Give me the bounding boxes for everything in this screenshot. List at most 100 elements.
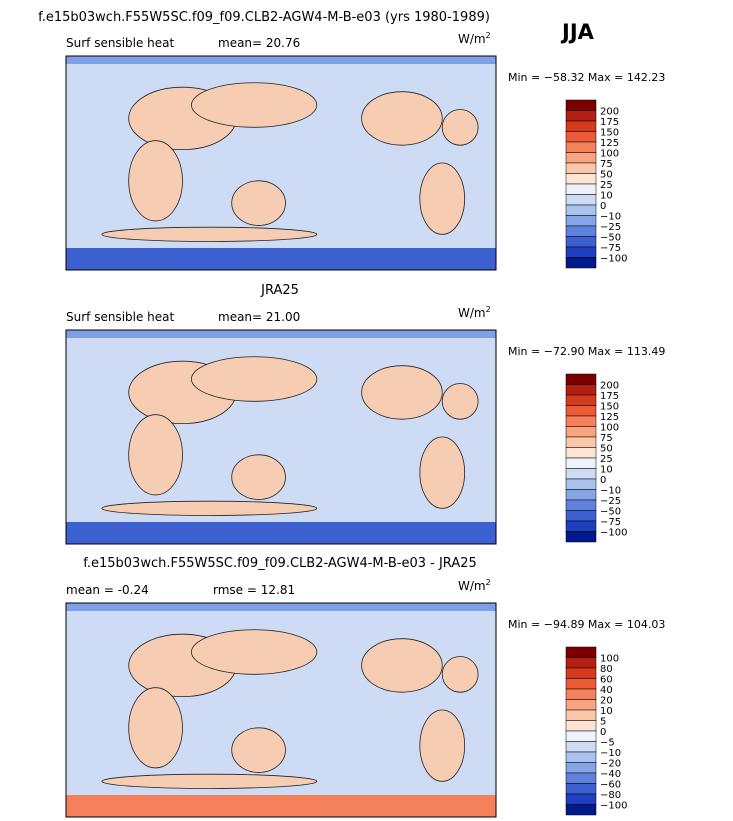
colorbar-label: 25 [600, 454, 613, 465]
map [65, 329, 497, 545]
map-land [231, 180, 286, 226]
colorbar-label: 100 [600, 423, 619, 434]
colorbar-label: 80 [600, 664, 613, 675]
figure-title: f.e15b03wch.F55W5SC.f09_f09.CLB2-AGW4-M-… [38, 10, 490, 25]
colorbar-box [565, 373, 597, 385]
colorbar-box [565, 183, 597, 195]
map-polar-band [66, 795, 496, 817]
colorbar-label: 20 [600, 696, 613, 707]
colorbar-label: −80 [600, 790, 621, 801]
colorbar-box [565, 720, 597, 732]
panel-mid-label: mean= 21.00 [218, 310, 300, 324]
panel-title: JRA25 [260, 283, 299, 298]
panel-left-label: mean = -0.24 [66, 583, 149, 597]
colorbar-box [565, 384, 597, 396]
colorbar-label: 50 [600, 444, 613, 455]
map-frame [65, 329, 497, 545]
colorbar-box [565, 225, 597, 237]
map [65, 55, 497, 271]
units-sup: 2 [486, 578, 491, 587]
colorbar-label: 100 [600, 149, 619, 160]
colorbar-label: 200 [600, 107, 619, 118]
colorbar-box [565, 436, 597, 448]
map-land [441, 383, 479, 420]
map-land [101, 773, 318, 789]
colorbar-box [565, 730, 597, 742]
map-land [419, 162, 466, 235]
map-land [128, 140, 183, 222]
colorbar-box [565, 426, 597, 438]
map-land [361, 365, 443, 420]
colorbar-label: 150 [600, 128, 619, 139]
map-land [191, 82, 318, 128]
map-north-band [66, 603, 496, 611]
min-max: Min = −72.90 Max = 113.49 [508, 345, 665, 358]
map-land [191, 356, 318, 402]
colorbar-label: −40 [600, 769, 621, 780]
colorbar-label: 10 [600, 706, 613, 717]
colorbar-label: −50 [600, 233, 621, 244]
colorbar-box [565, 499, 597, 511]
units: W/m2 [458, 31, 491, 46]
map [65, 602, 497, 818]
colorbar-label: −100 [600, 801, 627, 812]
colorbar-label: 175 [600, 117, 619, 128]
colorbar-label: 5 [600, 717, 606, 728]
map-north-band [66, 56, 496, 64]
colorbar-box [565, 405, 597, 417]
colorbar-box [565, 741, 597, 753]
colorbar-label: 0 [600, 475, 606, 486]
colorbar-label: 50 [600, 170, 613, 181]
colorbar-label: −100 [600, 528, 627, 539]
colorbar-box [565, 120, 597, 132]
colorbar-label: 100 [600, 654, 619, 665]
panel-left-label: Surf sensible heat [66, 310, 175, 324]
colorbar-label: 60 [600, 675, 613, 686]
map-north-band [66, 330, 496, 338]
map-land [101, 500, 318, 516]
colorbar-label: −75 [600, 243, 621, 254]
colorbar-label: 75 [600, 433, 613, 444]
panel-title: f.e15b03wch.F55W5SC.f09_f09.CLB2-AGW4-M-… [83, 556, 477, 571]
map-land [361, 638, 443, 693]
panel-mid-label: rmse = 12.81 [213, 583, 295, 597]
panel-left-label: Surf sensible heat [66, 36, 175, 50]
colorbar-box [565, 110, 597, 122]
map-land [191, 629, 318, 675]
colorbar-box [565, 678, 597, 690]
colorbar-label: −25 [600, 222, 621, 233]
colorbar-box [565, 709, 597, 721]
min-max: Min = −94.89 Max = 104.03 [508, 618, 665, 631]
map-land [441, 109, 479, 146]
colorbar-label: 200 [600, 381, 619, 392]
units: W/m2 [458, 578, 491, 593]
colorbar-label: −100 [600, 254, 627, 265]
map-land [101, 226, 318, 242]
colorbar-box [565, 489, 597, 501]
colorbar-label: 125 [600, 412, 619, 423]
colorbar-box [565, 236, 597, 248]
units-sup: 2 [486, 31, 491, 40]
colorbar-label: 10 [600, 191, 613, 202]
colorbar-box [565, 478, 597, 490]
colorbar-box [565, 783, 597, 795]
colorbar-box [565, 762, 597, 774]
map-polar-band [66, 522, 496, 544]
colorbar-label: 25 [600, 180, 613, 191]
colorbar-box [565, 751, 597, 763]
colorbar-label: 125 [600, 138, 619, 149]
map-frame [65, 602, 497, 818]
colorbar-box [565, 793, 597, 805]
map-polar-band [66, 248, 496, 270]
units-base: W/m [458, 306, 486, 320]
colorbar-box [565, 194, 597, 206]
colorbar-label: 150 [600, 402, 619, 413]
colorbar-box [565, 657, 597, 669]
colorbar-box [565, 415, 597, 427]
colorbar-label: −50 [600, 507, 621, 518]
colorbar-label: −10 [600, 486, 621, 497]
colorbar-box [565, 162, 597, 174]
season-label: JJA [560, 20, 595, 44]
